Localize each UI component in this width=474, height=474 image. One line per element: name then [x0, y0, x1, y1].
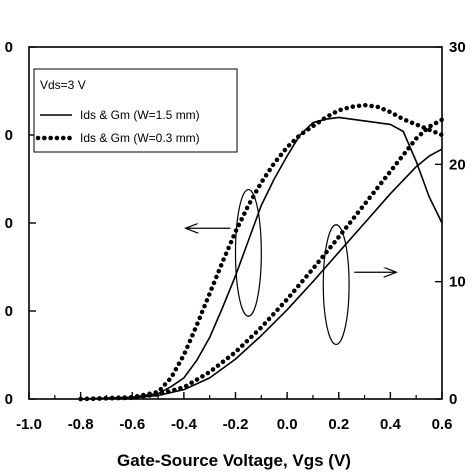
- left-y-tick-label: 0: [5, 127, 13, 144]
- left-y-tick-label: 0: [5, 303, 13, 320]
- annotation-ellipse-3: [322, 224, 350, 346]
- right-y-tick-label: 0: [449, 391, 457, 408]
- annotation-layer: [186, 188, 395, 346]
- x-tick-label: 0.6: [432, 416, 453, 433]
- left-y-tick-label: 0: [5, 215, 13, 232]
- legend-title: Vds=3 V: [40, 78, 86, 92]
- tick-layer: -1.0 -0.8 -0.6 -0.4 -0.2 0.0 0.2 0.4 0.6 0 0 0 0 0 0 10…: [5, 39, 466, 433]
- left-y-tick-label: 0: [5, 39, 13, 56]
- x-axis-title: Gate-Source Voltage, Vgs (V): [117, 451, 351, 470]
- legend-entry-1: Ids & Gm (W=1.5 mm): [80, 108, 200, 122]
- legend-entry-2: Ids & Gm (W=0.3 mm): [80, 131, 200, 145]
- left-y-tick-label: 0: [5, 391, 13, 408]
- x-tick-label: -0.6: [119, 416, 145, 433]
- series-4: [78, 117, 445, 402]
- series-1: [80, 116, 443, 400]
- x-tick-label: -1.0: [16, 416, 42, 433]
- x-tick-label: -0.2: [223, 416, 249, 433]
- x-tick-label: 0.0: [277, 416, 298, 433]
- right-y-tick-label: 30: [449, 39, 466, 56]
- legend: Vds=3 V Ids & Gm (W=1.5 mm) Ids & Gm (W=…: [33, 68, 238, 153]
- x-tick-label: -0.8: [68, 416, 94, 433]
- series-layer: [78, 102, 445, 402]
- right-y-tick-label: 10: [449, 274, 466, 291]
- right-y-tick-label: 20: [449, 156, 466, 173]
- x-tick-label: -0.4: [171, 416, 198, 433]
- series-3: [80, 148, 443, 400]
- x-tick-label: 0.2: [328, 416, 349, 433]
- x-tick-label: 0.4: [380, 416, 402, 433]
- annotation-ellipse-1: [234, 188, 262, 317]
- series-2: [78, 102, 445, 402]
